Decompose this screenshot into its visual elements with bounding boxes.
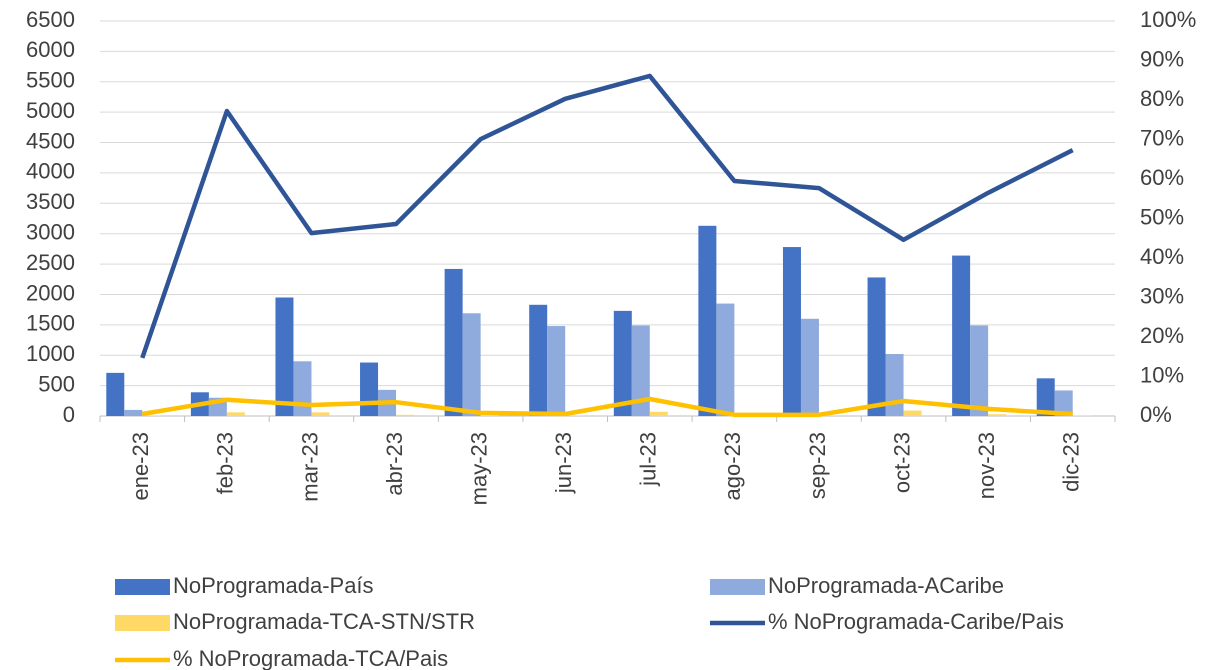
y2-tick-label: 70% — [1140, 125, 1184, 150]
x-tick-label: abr-23 — [382, 432, 407, 496]
legend-label: % NoProgramada-TCA/Pais — [173, 646, 448, 670]
y2-tick-label: 60% — [1140, 165, 1184, 190]
x-tick-label: dic-23 — [1059, 432, 1084, 492]
y2-tick-label: 0% — [1140, 402, 1172, 427]
bar — [444, 268, 463, 416]
bar — [480, 415, 499, 416]
legend-swatch — [115, 579, 170, 595]
bar — [547, 326, 566, 416]
legend-label: NoProgramada-TCA-STN/STR — [173, 609, 475, 634]
bar — [952, 255, 971, 416]
y2-tick-label: 20% — [1140, 323, 1184, 348]
bar — [818, 415, 837, 416]
bar — [800, 318, 819, 416]
bar — [988, 414, 1007, 416]
bar — [1036, 378, 1055, 416]
y-tick-label: 0 — [63, 402, 75, 427]
x-tick-label: mar-23 — [297, 432, 322, 502]
bar — [360, 362, 379, 416]
bar — [1054, 390, 1073, 416]
bar — [142, 415, 161, 416]
y2-tick-label: 40% — [1140, 244, 1184, 269]
bar — [124, 409, 143, 416]
bar — [565, 415, 584, 416]
bar — [903, 410, 922, 416]
legend-swatch — [710, 579, 765, 595]
x-tick-label: ene-23 — [128, 432, 153, 501]
bar — [716, 303, 735, 416]
y-tick-label: 1000 — [26, 341, 75, 366]
y2-tick-label: 30% — [1140, 283, 1184, 308]
y2-tick-label: 10% — [1140, 362, 1184, 387]
x-tick-label: sep-23 — [805, 432, 830, 499]
bar — [275, 297, 294, 416]
y-tick-label: 1500 — [26, 311, 75, 336]
y2-tick-label: 80% — [1140, 86, 1184, 111]
legend-label: NoProgramada-ACaribe — [768, 573, 1004, 598]
bar — [885, 354, 904, 416]
legend-label: NoProgramada-País — [173, 573, 374, 598]
y-tick-label: 6000 — [26, 37, 75, 62]
bar — [226, 412, 245, 416]
y-tick-label: 500 — [38, 371, 75, 396]
bar — [293, 361, 312, 416]
bar — [631, 325, 650, 416]
line — [141, 396, 1073, 418]
legend-swatch — [115, 615, 170, 631]
y-tick-label: 5500 — [26, 68, 75, 93]
bar — [529, 304, 548, 416]
bar — [106, 372, 125, 416]
x-tick-label: may-23 — [466, 432, 491, 505]
bar — [970, 325, 989, 416]
x-tick-label: jun-23 — [551, 432, 576, 494]
x-tick-label: ago-23 — [720, 432, 745, 501]
bar — [396, 414, 415, 416]
x-tick-label: oct-23 — [889, 432, 914, 493]
y-tick-label: 6500 — [26, 7, 75, 32]
bar — [867, 277, 886, 416]
y-tick-label: 2500 — [26, 250, 75, 275]
x-tick-label: nov-23 — [974, 432, 999, 499]
x-tick-label: jul-23 — [636, 432, 661, 487]
y2-tick-label: 50% — [1140, 204, 1184, 229]
bar — [782, 247, 801, 416]
bar — [311, 412, 330, 416]
y-tick-label: 3500 — [26, 189, 75, 214]
bar — [649, 411, 668, 416]
y-tick-label: 4500 — [26, 128, 75, 153]
y2-tick-label: 100% — [1140, 7, 1196, 32]
y-tick-label: 2000 — [26, 280, 75, 305]
line — [140, 73, 1074, 359]
legend-label: % NoProgramada-Caribe/Pais — [768, 609, 1064, 634]
y-tick-label: 4000 — [26, 159, 75, 184]
y2-tick-label: 90% — [1140, 46, 1184, 71]
x-tick-label: feb-23 — [213, 432, 238, 494]
bar — [613, 310, 632, 416]
y-tick-label: 5000 — [26, 98, 75, 123]
bar — [698, 225, 717, 416]
bar — [462, 313, 481, 416]
y-tick-label: 3000 — [26, 220, 75, 245]
